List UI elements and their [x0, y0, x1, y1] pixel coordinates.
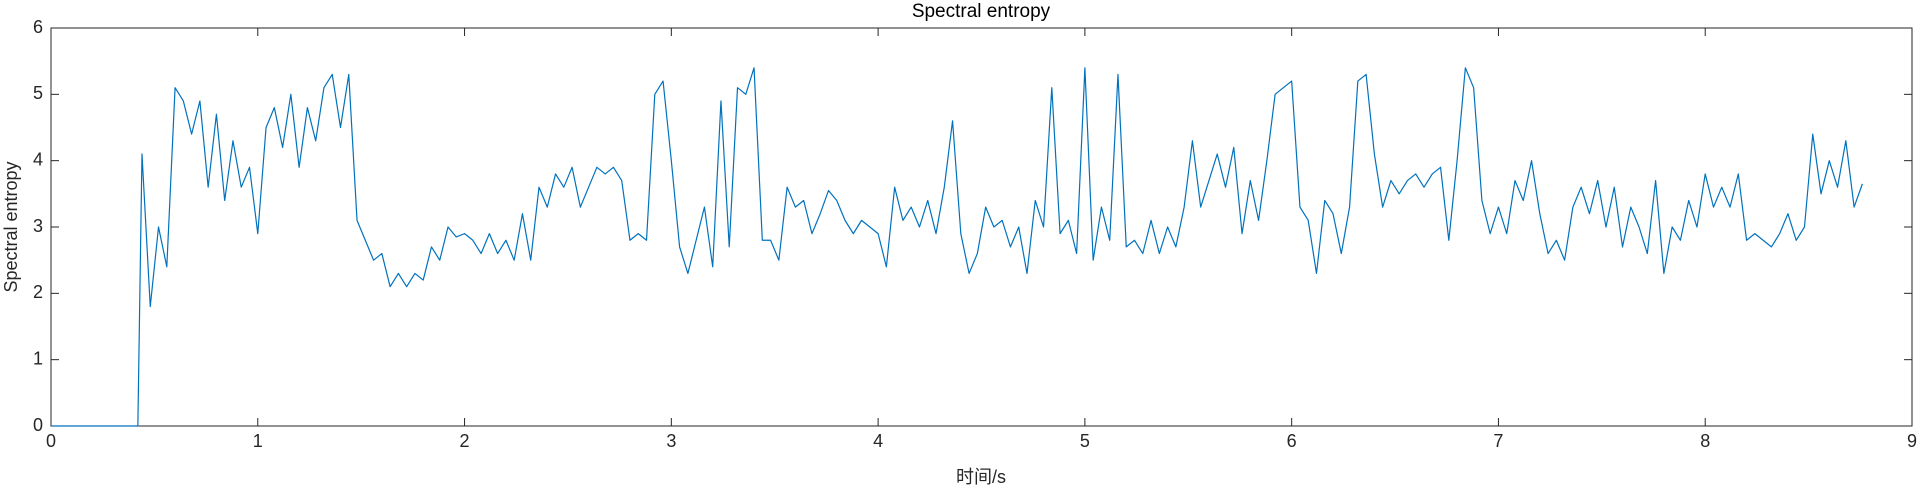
x-tick-label: 9	[1907, 431, 1917, 451]
y-tick-label: 3	[33, 216, 43, 236]
y-tick-label: 2	[33, 282, 43, 302]
data-line	[51, 67, 1863, 427]
x-tick-label: 8	[1700, 431, 1710, 451]
x-tick-label: 2	[460, 431, 470, 451]
y-tick-label: 5	[33, 83, 43, 103]
y-tick-label: 0	[33, 415, 43, 435]
y-tick-label: 6	[33, 17, 43, 37]
x-tick-label: 1	[253, 431, 263, 451]
x-tick-label: 0	[46, 431, 56, 451]
x-tick-label: 5	[1080, 431, 1090, 451]
x-tick-label: 3	[666, 431, 676, 451]
x-tick-label: 4	[873, 431, 883, 451]
x-tick-label: 7	[1493, 431, 1503, 451]
y-tick-label: 4	[33, 149, 43, 169]
x-axis-label: 时间/s	[956, 467, 1006, 487]
chart-title: Spectral entropy	[912, 1, 1051, 22]
x-tick-label: 6	[1287, 431, 1297, 451]
y-axis-label: Spectral entropy	[1, 161, 21, 292]
y-tick-label: 1	[33, 348, 43, 368]
